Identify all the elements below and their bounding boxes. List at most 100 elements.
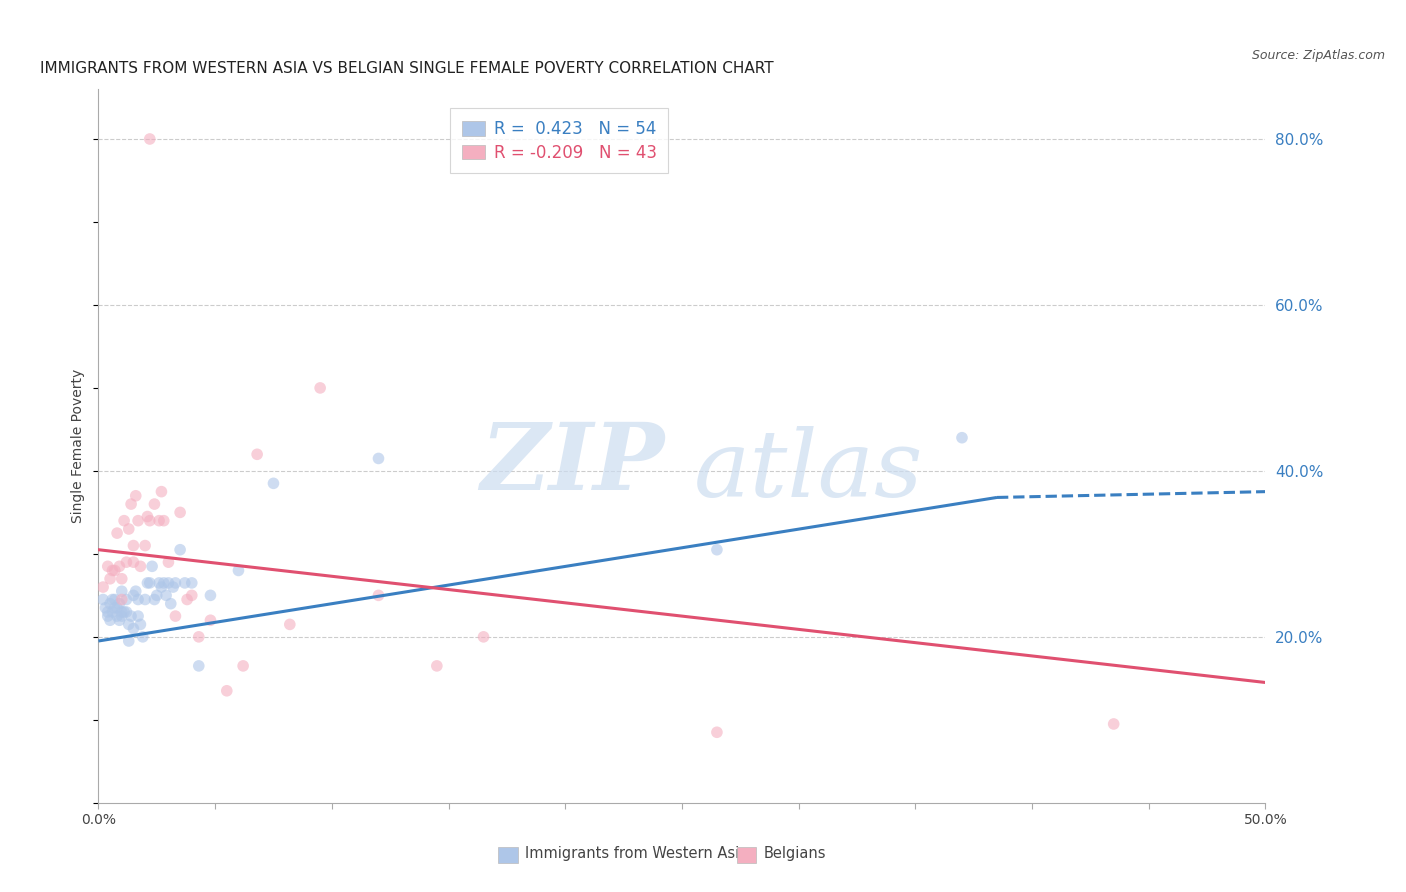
Point xyxy=(111,609,134,624)
Point xyxy=(97,609,120,624)
Y-axis label: Single Female Poverty: Single Female Poverty xyxy=(72,369,86,523)
Point xyxy=(127,609,149,624)
Point xyxy=(108,559,131,574)
Point xyxy=(165,575,187,590)
Point xyxy=(98,572,121,586)
Point xyxy=(143,497,166,511)
Point xyxy=(134,539,156,553)
Point xyxy=(105,600,128,615)
Point xyxy=(139,514,162,528)
Point xyxy=(155,588,177,602)
Point xyxy=(120,609,142,624)
Point xyxy=(187,630,209,644)
Point xyxy=(150,580,173,594)
Point xyxy=(262,476,284,491)
Point xyxy=(141,559,163,574)
Point xyxy=(101,592,124,607)
Point xyxy=(129,559,152,574)
Point xyxy=(278,617,301,632)
Point xyxy=(125,584,148,599)
Point xyxy=(157,575,180,590)
Point xyxy=(118,634,141,648)
Text: Immigrants from Western Asia: Immigrants from Western Asia xyxy=(526,846,748,861)
Point xyxy=(111,605,134,619)
Point xyxy=(122,555,145,569)
Point xyxy=(367,588,389,602)
Point xyxy=(122,539,145,553)
Point xyxy=(232,659,254,673)
Text: Source: ZipAtlas.com: Source: ZipAtlas.com xyxy=(1251,49,1385,62)
Point xyxy=(228,564,250,578)
Point xyxy=(101,564,124,578)
Point xyxy=(157,555,180,569)
Text: atlas: atlas xyxy=(693,426,924,516)
Legend: R =  0.423   N = 54, R = -0.209   N = 43: R = 0.423 N = 54, R = -0.209 N = 43 xyxy=(450,108,668,173)
Point xyxy=(101,605,124,619)
Point xyxy=(104,592,127,607)
Text: ZIP: ZIP xyxy=(481,419,665,508)
Text: Belgians: Belgians xyxy=(763,846,825,861)
Point xyxy=(108,613,131,627)
Point xyxy=(146,588,169,602)
Point xyxy=(97,605,120,619)
Point xyxy=(187,659,209,673)
Point xyxy=(136,509,159,524)
Point xyxy=(1102,717,1125,731)
Point xyxy=(111,572,134,586)
Point xyxy=(104,600,127,615)
Point xyxy=(367,451,389,466)
Point xyxy=(118,617,141,632)
Point xyxy=(706,725,728,739)
Point xyxy=(150,484,173,499)
Point xyxy=(180,588,202,602)
Point xyxy=(98,597,121,611)
Point xyxy=(215,683,238,698)
Point xyxy=(129,617,152,632)
Point xyxy=(139,132,162,146)
Point xyxy=(176,592,198,607)
Point xyxy=(246,447,269,461)
Point xyxy=(127,514,149,528)
Point xyxy=(173,575,195,590)
Point xyxy=(139,575,162,590)
Point xyxy=(115,592,138,607)
Point xyxy=(162,580,184,594)
Point xyxy=(98,613,121,627)
Point xyxy=(169,505,191,519)
Point xyxy=(97,559,120,574)
Point xyxy=(706,542,728,557)
Text: IMMIGRANTS FROM WESTERN ASIA VS BELGIAN SINGLE FEMALE POVERTY CORRELATION CHART: IMMIGRANTS FROM WESTERN ASIA VS BELGIAN … xyxy=(41,61,773,76)
Point xyxy=(180,575,202,590)
Point xyxy=(143,592,166,607)
Point xyxy=(108,597,131,611)
Point xyxy=(134,592,156,607)
Point xyxy=(165,609,187,624)
Point xyxy=(132,630,155,644)
Point xyxy=(94,600,117,615)
Point xyxy=(105,609,128,624)
Point xyxy=(111,592,134,607)
Point xyxy=(115,605,138,619)
Point xyxy=(115,555,138,569)
Point xyxy=(169,542,191,557)
Point xyxy=(200,588,222,602)
Point xyxy=(120,497,142,511)
Point xyxy=(127,592,149,607)
Point xyxy=(136,575,159,590)
Point xyxy=(91,592,114,607)
Point xyxy=(112,605,135,619)
Point xyxy=(950,431,973,445)
Point xyxy=(125,489,148,503)
Point xyxy=(104,564,127,578)
Point xyxy=(148,514,170,528)
Point xyxy=(112,514,135,528)
Point xyxy=(122,588,145,602)
Point xyxy=(122,622,145,636)
Point xyxy=(91,580,114,594)
Point xyxy=(426,659,449,673)
Point xyxy=(111,584,134,599)
Point xyxy=(472,630,495,644)
Point xyxy=(152,514,174,528)
Point xyxy=(105,526,128,541)
Point xyxy=(200,613,222,627)
